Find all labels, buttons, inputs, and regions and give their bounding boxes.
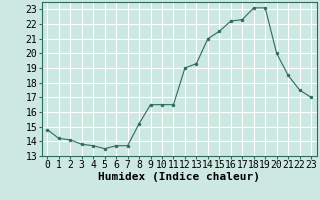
X-axis label: Humidex (Indice chaleur): Humidex (Indice chaleur) [98, 172, 260, 182]
